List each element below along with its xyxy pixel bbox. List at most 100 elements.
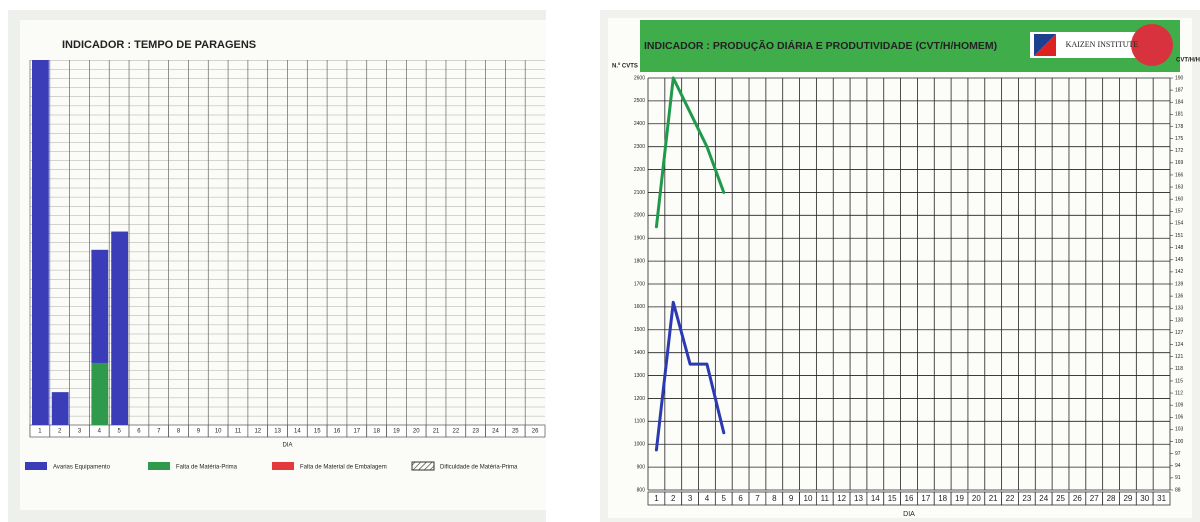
y2-tick-label: 166: [1175, 172, 1184, 178]
y2-tick-label: 100: [1175, 439, 1184, 445]
x-tick-label: 12: [254, 429, 261, 435]
y2-tick-label: 154: [1175, 221, 1184, 227]
y-tick-label: 1600: [634, 304, 645, 310]
x-tick-label: 8: [772, 494, 777, 503]
y2-tick-label: 175: [1175, 136, 1184, 142]
y2-tick-label: 97: [1175, 451, 1181, 457]
x-tick-label: 14: [871, 494, 880, 503]
y-tick-label: 1400: [634, 350, 645, 356]
legend-swatch: [412, 462, 434, 470]
y-tick-label: 1200: [634, 396, 645, 402]
x-tick-label: 16: [905, 494, 914, 503]
y2-tick-label: 160: [1175, 197, 1184, 203]
x-tick-label: 1: [654, 494, 659, 503]
x-tick-label: 12: [837, 494, 846, 503]
x-tick-label: 29: [1123, 494, 1132, 503]
x-tick-label: 17: [353, 429, 360, 435]
page: INDICADOR : TEMPO DE PARAGENS12345678910…: [0, 0, 1200, 522]
y2-tick-label: 172: [1175, 148, 1184, 154]
legend-label: Dificuldade de Matéria-Prima: [440, 465, 518, 471]
scene: INDICADOR : TEMPO DE PARAGENS12345678910…: [0, 0, 1200, 522]
x-tick-label: 5: [722, 494, 727, 503]
y2-tick-label: 169: [1175, 160, 1184, 166]
x-tick-label: 20: [972, 494, 981, 503]
y2-tick-label: 151: [1175, 233, 1184, 239]
x-tick-label: 24: [492, 429, 499, 435]
y2-tick-label: 187: [1175, 87, 1184, 93]
x-tick-label: 25: [512, 429, 519, 435]
x-tick-label: 23: [1022, 494, 1031, 503]
x-tick-label: 13: [854, 494, 863, 503]
y2-tick-label: 88: [1175, 487, 1181, 493]
bar-segment: [52, 392, 69, 425]
y-tick-label: 1900: [634, 236, 645, 242]
logo-text: KAIZEN INSTITUTE: [1066, 40, 1139, 49]
y2-tick-label: 184: [1175, 100, 1184, 106]
y-tick-label: 2400: [634, 121, 645, 127]
x-tick-label: 15: [314, 429, 321, 435]
y2-tick-label: 127: [1175, 330, 1184, 336]
legend-label: Falta de Material de Embalagem: [300, 465, 387, 471]
y2-tick-label: 130: [1175, 318, 1184, 324]
x-tick-label: 11: [821, 494, 830, 503]
bar-segment: [91, 250, 108, 363]
bar-segment: [91, 363, 108, 425]
y2-tick-label: 190: [1175, 75, 1184, 81]
legend-swatch: [148, 462, 170, 470]
y2-tick-label: 181: [1175, 112, 1184, 118]
x-tick-label: 21: [433, 429, 440, 435]
y-tick-label: 1100: [634, 419, 645, 425]
bar-segment: [32, 60, 49, 425]
x-tick-label: 7: [755, 494, 760, 503]
y-tick-label: 2300: [634, 144, 645, 150]
x-tick-label: 23: [472, 429, 479, 435]
y2-tick-label: 136: [1175, 293, 1184, 299]
y-tick-label: 2100: [634, 190, 645, 196]
bar-segment: [111, 232, 128, 425]
y-tick-label: 2500: [634, 98, 645, 104]
x-tick-label: 28: [1107, 494, 1116, 503]
x-tick-label: 30: [1140, 494, 1149, 503]
x-tick-label: 19: [393, 429, 400, 435]
x-tick-label: 20: [413, 429, 420, 435]
x-tick-label: 9: [789, 494, 794, 503]
y2-tick-label: 145: [1175, 257, 1184, 263]
x-tick-label: 27: [1090, 494, 1099, 503]
x-tick-label: 14: [294, 429, 301, 435]
y-tick-label: 2000: [634, 213, 645, 219]
x-tick-label: 22: [453, 429, 460, 435]
y-tick-label: 2200: [634, 167, 645, 173]
y2-tick-label: 148: [1175, 245, 1184, 251]
x-tick-label: 13: [274, 429, 281, 435]
legend-swatch: [272, 462, 294, 470]
x-tick-label: 26: [1073, 494, 1082, 503]
x-axis-title: DIA: [282, 443, 292, 449]
x-tick-label: 22: [1006, 494, 1015, 503]
x-tick-label: 18: [373, 429, 380, 435]
x-tick-label: 26: [532, 429, 539, 435]
y2-tick-label: 133: [1175, 306, 1184, 312]
x-tick-label: 17: [921, 494, 930, 503]
y2-tick-label: 124: [1175, 342, 1184, 348]
y-tick-label: 1800: [634, 258, 645, 264]
y-tick-label: 2600: [634, 75, 645, 81]
x-tick-label: 24: [1039, 494, 1048, 503]
y2-tick-label: 139: [1175, 281, 1184, 287]
y-tick-label: 1300: [634, 373, 645, 379]
y2-tick-label: 91: [1175, 475, 1181, 481]
x-tick-label: 2: [671, 494, 676, 503]
legend-swatch: [25, 462, 47, 470]
y2-tick-label: 157: [1175, 209, 1184, 215]
x-tick-label: 10: [804, 494, 813, 503]
x-tick-label: 15: [888, 494, 897, 503]
x-tick-label: 18: [938, 494, 947, 503]
x-tick-label: 3: [688, 494, 693, 503]
y-tick-label: 1500: [634, 327, 645, 333]
y-axis-title: N.º CVTS: [612, 64, 638, 70]
sheet-right: [608, 18, 1192, 518]
y2-tick-label: 112: [1175, 390, 1183, 396]
y2-tick-label: 121: [1175, 354, 1184, 360]
y2-tick-label: 163: [1175, 184, 1184, 190]
x-tick-label: 19: [955, 494, 964, 503]
x-tick-label: 6: [738, 494, 743, 503]
